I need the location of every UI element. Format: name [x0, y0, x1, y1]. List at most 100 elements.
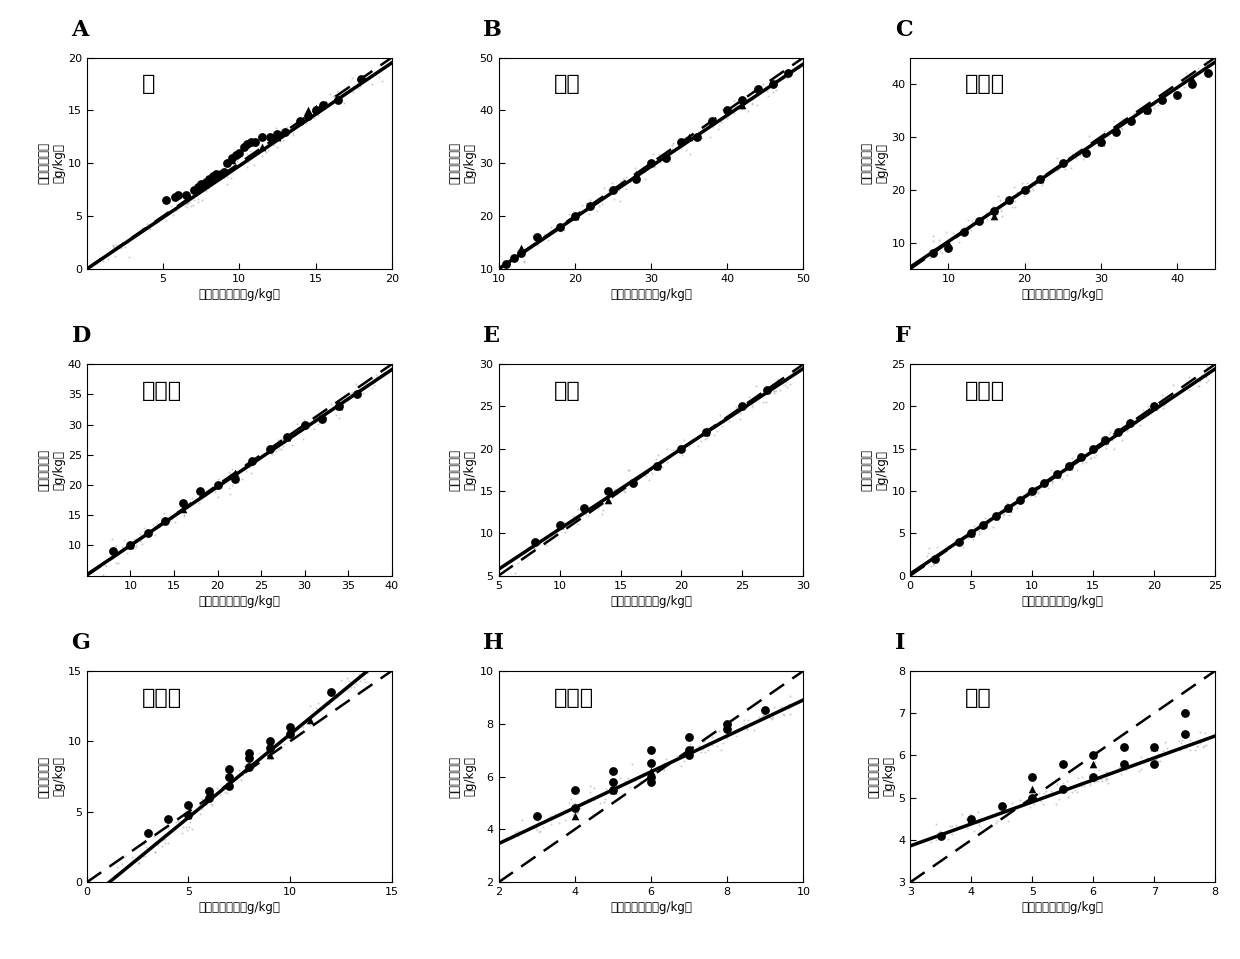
- Point: [1111, 120, 1131, 135]
- Point: [112, 240, 131, 255]
- Point: [1145, 744, 1164, 760]
- Point: [923, 244, 942, 259]
- Point: [1007, 494, 1027, 509]
- Point: [1028, 485, 1048, 501]
- Point: [696, 424, 715, 439]
- Point: [640, 159, 660, 175]
- Point: [224, 465, 244, 480]
- Point: [718, 727, 738, 742]
- Point: [646, 154, 666, 170]
- Point: [1030, 172, 1050, 187]
- Point: [296, 115, 316, 130]
- Point: [528, 234, 548, 249]
- Point: [244, 134, 264, 150]
- Point: [537, 229, 557, 245]
- Point: [273, 132, 293, 148]
- Point: [642, 769, 662, 784]
- Point: [644, 147, 663, 162]
- Point: [133, 527, 153, 543]
- Point: [114, 532, 134, 548]
- Point: [996, 803, 1016, 818]
- Point: [635, 465, 655, 480]
- Point: [1190, 735, 1210, 750]
- Point: [195, 792, 215, 807]
- Point: [662, 142, 682, 157]
- Point: [346, 676, 366, 691]
- Point: [553, 514, 573, 529]
- Point: [924, 241, 944, 256]
- Point: [723, 406, 743, 421]
- Point: [120, 538, 140, 553]
- Point: [520, 544, 539, 559]
- Point: [366, 367, 386, 383]
- Point: [756, 382, 776, 397]
- Point: [290, 113, 310, 129]
- Point: [192, 801, 212, 816]
- Point: [760, 710, 780, 725]
- Point: [1008, 493, 1028, 508]
- Point: [1091, 129, 1111, 145]
- Point: [351, 383, 371, 398]
- Point: [1097, 771, 1117, 786]
- Point: [207, 166, 227, 181]
- Point: [551, 223, 570, 239]
- Point: [506, 566, 526, 581]
- Point: [242, 134, 262, 150]
- Point: [774, 708, 794, 723]
- Point: [203, 168, 223, 183]
- Point: [579, 793, 599, 808]
- Point: [201, 796, 221, 811]
- Point: [1068, 462, 1087, 478]
- Point: [568, 805, 588, 820]
- Text: 倒二节: 倒二节: [141, 688, 182, 708]
- Point: [676, 142, 696, 157]
- Point: [515, 244, 534, 259]
- Point: [1047, 151, 1066, 166]
- Point: [1080, 775, 1100, 790]
- Point: [683, 129, 703, 144]
- Point: [1011, 799, 1030, 814]
- Point: [345, 679, 365, 694]
- Point: [248, 449, 268, 464]
- Point: [559, 206, 579, 222]
- Point: [192, 192, 212, 207]
- Point: [591, 506, 611, 522]
- Point: [1091, 431, 1111, 446]
- Point: [1107, 424, 1127, 439]
- Point: [348, 386, 368, 401]
- Point: [691, 123, 711, 138]
- Point: [737, 721, 756, 737]
- Point: [312, 410, 332, 426]
- Point: [1011, 792, 1030, 807]
- Point: [779, 696, 799, 712]
- Point: [305, 110, 325, 126]
- Point: [688, 438, 708, 454]
- Point: [610, 770, 630, 785]
- Point: [919, 546, 939, 561]
- Point: [1145, 97, 1164, 112]
- Point: [1145, 101, 1164, 116]
- Point: [1006, 199, 1025, 214]
- Point: [175, 198, 195, 213]
- Point: [539, 526, 559, 542]
- Point: [603, 490, 622, 505]
- Point: [1106, 124, 1126, 139]
- Point: [589, 199, 609, 214]
- Point: [558, 212, 578, 227]
- Point: [268, 432, 288, 447]
- Point: [242, 465, 262, 480]
- Point: [156, 212, 176, 227]
- Point: [219, 464, 239, 480]
- Point: [993, 507, 1013, 523]
- Point: [1127, 105, 1147, 120]
- Point: [708, 732, 728, 747]
- Point: [702, 737, 722, 753]
- Point: [976, 510, 996, 526]
- Text: 穗: 穗: [141, 75, 155, 94]
- Point: [671, 140, 691, 155]
- Point: [528, 813, 548, 829]
- Point: [923, 557, 942, 573]
- Point: [138, 826, 157, 841]
- Point: [719, 413, 739, 429]
- Point: [650, 147, 670, 162]
